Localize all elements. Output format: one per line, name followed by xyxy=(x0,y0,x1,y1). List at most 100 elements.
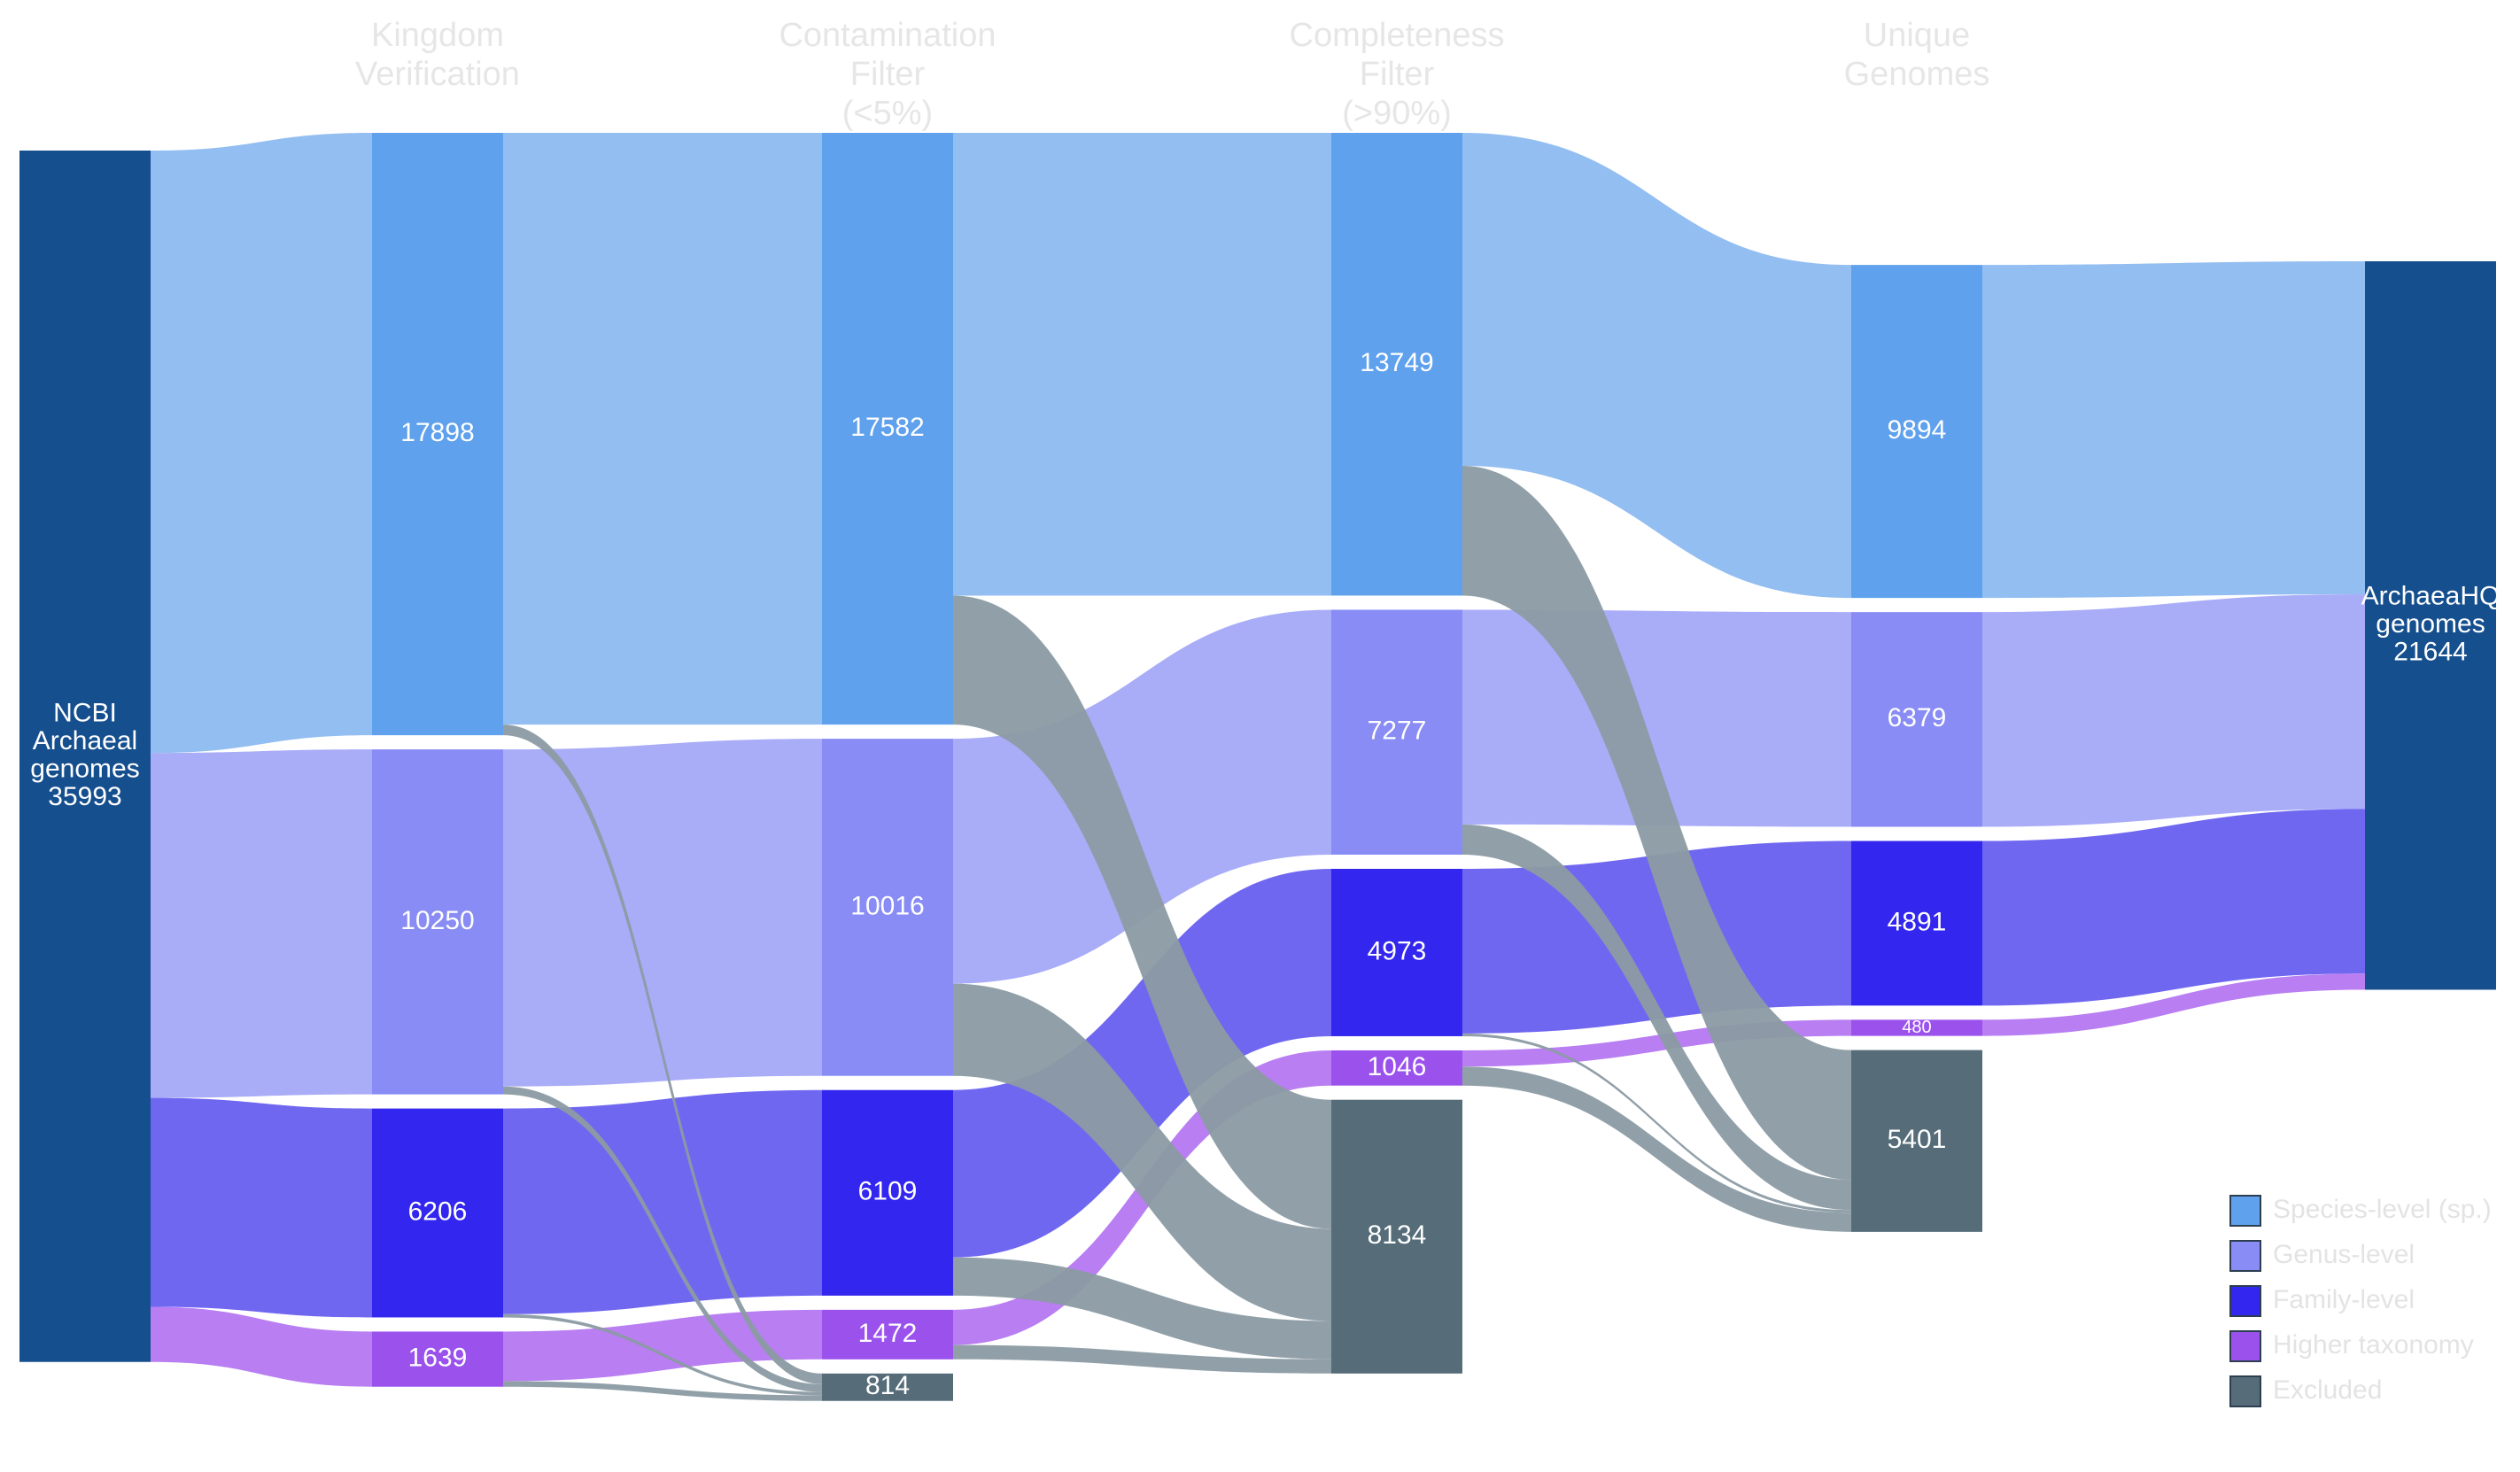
flow-src-to-k_sp xyxy=(151,133,372,754)
node-label-u_sp: 9894 xyxy=(1888,415,1947,445)
flow-m_ge-to-u_ge xyxy=(1462,609,1851,827)
flow-u_ge-to-dst xyxy=(1982,593,2365,827)
node-src xyxy=(19,151,151,1362)
flow-c_fa-to-m_fa xyxy=(953,868,1331,1258)
legend-label-ge: Genus-level xyxy=(2273,1240,2415,1269)
flow-src-to-k_ge xyxy=(151,749,372,1098)
flow-c_hi-to-m_ex xyxy=(953,1344,1331,1374)
legend-label-fa: Family-level xyxy=(2273,1285,2415,1314)
node-u_sp xyxy=(1851,265,1982,599)
stage-header-1-line-2: (<5%) xyxy=(842,95,933,132)
flow-k_fa-to-c_fa xyxy=(503,1089,822,1314)
node-u_ge xyxy=(1851,612,1982,827)
flow-m_sp-to-u_sp xyxy=(1462,133,1851,599)
node-label-k_sp: 17898 xyxy=(400,418,474,447)
node-label-u_fa: 4891 xyxy=(1888,907,1947,936)
node-c_fa xyxy=(822,1089,953,1296)
node-label-src-1: Archaeal xyxy=(33,726,137,755)
node-label-c_sp: 17582 xyxy=(850,413,924,442)
node-label-k_fa: 6206 xyxy=(408,1197,468,1226)
node-label-c_hi: 1472 xyxy=(858,1319,918,1348)
flow-u_hi-to-dst xyxy=(1982,973,2365,1036)
node-m_ge xyxy=(1331,609,1462,855)
flow-k_sp-to-c_sp xyxy=(503,133,822,725)
node-label-u_ge: 6379 xyxy=(1888,703,1947,732)
node-k_sp xyxy=(372,133,503,736)
node-u_hi xyxy=(1851,1019,1982,1036)
node-label-m_ge: 7277 xyxy=(1368,717,1427,746)
node-k_hi xyxy=(372,1331,503,1387)
flow-u_fa-to-dst xyxy=(1982,809,2365,1006)
node-label-m_fa: 4973 xyxy=(1368,936,1427,965)
flow-k_hi-to-c_hi xyxy=(503,1309,822,1382)
flow-src-to-k_hi xyxy=(151,1306,372,1387)
node-k_ge xyxy=(372,749,503,1095)
flow-src-to-k_fa xyxy=(151,1097,372,1318)
node-m_sp xyxy=(1331,133,1462,596)
node-c_ex xyxy=(822,1373,953,1401)
stage-header-1-line-0: Contamination xyxy=(779,17,996,54)
node-m_fa xyxy=(1331,868,1462,1036)
node-label-u_hi: 480 xyxy=(1902,1018,1931,1037)
flow-k_hi-to-c_ex xyxy=(503,1381,822,1401)
legend-swatch-ge xyxy=(2229,1240,2261,1272)
node-u_fa xyxy=(1851,841,1982,1006)
flow-k_fa-to-c_ex xyxy=(503,1313,822,1396)
stage-header-2-line-2: (>90%) xyxy=(1342,95,1452,132)
legend-label-ex: Excluded xyxy=(2273,1375,2382,1405)
flow-c_ge-to-m_ge xyxy=(953,609,1331,984)
node-label-u_ex: 5401 xyxy=(1888,1125,1947,1154)
node-label-c_ge: 10016 xyxy=(850,891,924,920)
node-label-m_sp: 13749 xyxy=(1360,348,1433,377)
node-label-m_hi: 1046 xyxy=(1368,1052,1427,1081)
stage-header-2-line-1: Filter xyxy=(1360,56,1435,93)
legend-swatch-fa xyxy=(2229,1285,2261,1317)
node-label-src-0: NCBI xyxy=(53,699,117,728)
stage-header-3-line-1: Genomes xyxy=(1844,56,1990,93)
node-c_sp xyxy=(822,133,953,725)
stage-header-2-line-0: Completeness xyxy=(1290,17,1505,54)
flow-c_sp-to-m_sp xyxy=(953,133,1331,596)
node-dst xyxy=(2365,261,2496,990)
node-k_fa xyxy=(372,1108,503,1318)
flow-c_sp-to-m_ex xyxy=(953,595,1331,1229)
legend: Species-level (sp.) Genus-level Family-lev… xyxy=(2229,1195,2492,1407)
stage-header-1-line-1: Filter xyxy=(850,56,926,93)
node-label-m_ex: 8134 xyxy=(1368,1220,1427,1250)
legend-swatch-hi xyxy=(2229,1330,2261,1362)
stage-header-0-line-1: Verification xyxy=(355,56,520,93)
node-label-k_hi: 1639 xyxy=(408,1344,468,1373)
flow-m_hi-to-u_ex xyxy=(1462,1066,1851,1232)
node-label-c_ex: 814 xyxy=(865,1371,910,1400)
flow-k_ge-to-c_ge xyxy=(503,739,822,1087)
flow-c_fa-to-m_ex xyxy=(953,1257,1331,1360)
node-u_ex xyxy=(1851,1050,1982,1232)
legend-label-sp: Species-level (sp.) xyxy=(2273,1195,2492,1224)
flow-m_sp-to-u_ex xyxy=(1462,465,1851,1181)
flow-k_ge-to-c_ex xyxy=(503,1086,822,1392)
flow-layer xyxy=(151,133,2365,1401)
flow-m_fa-to-u_ex xyxy=(1462,1033,1851,1213)
node-layer: NCBIArchaealgenomes359931789810250620616… xyxy=(19,133,2500,1401)
stage-header-0-line-0: Kingdom xyxy=(371,17,504,54)
node-label-dst-0: ArchaeaHQ xyxy=(2361,582,2501,611)
node-c_ge xyxy=(822,739,953,1076)
legend-swatch-ex xyxy=(2229,1375,2261,1407)
node-label-src-2: genomes xyxy=(30,755,139,784)
flow-u_sp-to-dst xyxy=(1982,261,2365,599)
node-m_ex xyxy=(1331,1099,1462,1374)
flow-k_sp-to-c_ex xyxy=(503,724,822,1384)
flow-c_ge-to-m_ex xyxy=(953,983,1331,1321)
stage-header-3-line-0: Unique xyxy=(1864,17,1970,54)
stage-headers: KingdomVerificationContaminationFilter(<… xyxy=(355,17,1989,132)
legend-label-hi: Higher taxonomy xyxy=(2273,1330,2474,1360)
node-label-k_ge: 10250 xyxy=(400,906,474,935)
node-label-src-3: 35993 xyxy=(48,782,121,811)
node-m_hi xyxy=(1331,1050,1462,1086)
node-label-dst-2: 21644 xyxy=(2393,638,2467,667)
flow-m_ge-to-u_ex xyxy=(1462,824,1851,1211)
node-label-c_fa: 6109 xyxy=(858,1177,918,1206)
node-label-dst-1: genomes xyxy=(2376,609,2485,639)
node-c_hi xyxy=(822,1309,953,1360)
